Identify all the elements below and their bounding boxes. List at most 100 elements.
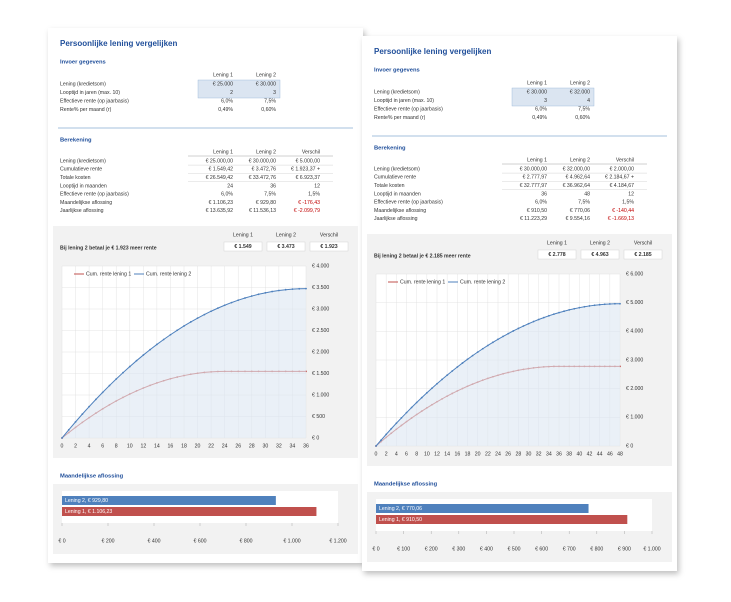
point xyxy=(578,306,581,309)
column-header: Lening 2 xyxy=(570,157,590,163)
x-tick-label: 2 xyxy=(385,451,388,457)
x-tick-label: 46 xyxy=(607,451,613,457)
cell: € 3.472,76 xyxy=(251,167,276,173)
point xyxy=(507,332,510,335)
point xyxy=(385,433,388,436)
point xyxy=(415,401,418,404)
summary-value: € 4.963 xyxy=(591,252,608,258)
point xyxy=(74,420,77,423)
cell: € 4.962,64 xyxy=(565,175,590,181)
point xyxy=(298,287,301,290)
cell: € 910,50 xyxy=(527,208,547,214)
page-title: Persoonlijke lening vergelijken xyxy=(60,39,177,48)
bar xyxy=(376,504,589,513)
row-label: Totale kosten xyxy=(60,175,91,181)
point xyxy=(537,318,540,321)
cell: 12 xyxy=(628,191,634,197)
cell: € 32.777,97 xyxy=(520,183,548,189)
x-tick-label: € 500 xyxy=(508,546,521,552)
x-tick-label: 18 xyxy=(181,443,187,449)
legend-label: Cum. rente lening 2 xyxy=(146,271,191,277)
row-label: Looptijd in jaren (max. 10) xyxy=(374,98,434,104)
cell: € 26.549,42 xyxy=(206,175,234,181)
x-tick-label: 0 xyxy=(375,451,378,457)
point xyxy=(512,330,515,332)
row-label: Effectieve rente (op jaarbasis) xyxy=(374,106,443,112)
row-label: Effectieve rente (op jaarbasis) xyxy=(374,200,443,206)
cell: 1,5% xyxy=(622,200,634,206)
x-tick-label: 10 xyxy=(127,443,133,449)
point xyxy=(502,335,504,338)
point xyxy=(223,304,226,307)
point xyxy=(614,302,616,305)
x-tick-label: 8 xyxy=(415,451,418,457)
x-tick-label: 4 xyxy=(88,443,91,449)
point xyxy=(196,317,199,320)
point xyxy=(492,341,494,344)
cell: € 32.000 xyxy=(570,89,590,95)
point xyxy=(568,308,571,311)
cell: € -1.669,13 xyxy=(608,216,634,222)
x-tick-label: 24 xyxy=(495,451,501,457)
point xyxy=(135,359,138,362)
x-tick-label: € 600 xyxy=(535,546,548,552)
point xyxy=(471,354,474,357)
row-label: Maandelijkse aflossing xyxy=(374,208,426,214)
point xyxy=(451,370,454,372)
summary-header: Lening 2 xyxy=(276,232,296,238)
cell: € 25.000 xyxy=(213,81,233,87)
summary-box xyxy=(537,249,577,260)
legend-label: Cum. rente lening 2 xyxy=(460,279,505,285)
cell: € -140,44 xyxy=(612,208,634,214)
section-title: Invoer gegevens xyxy=(374,68,420,74)
cell: 0,49% xyxy=(218,107,233,113)
cell: 4 xyxy=(587,98,590,104)
cell: € 9.554,16 xyxy=(565,216,590,222)
cell: € 32.000,00 xyxy=(563,166,591,172)
point xyxy=(183,325,185,327)
cell: 0,60% xyxy=(575,115,590,121)
x-tick-label: € 200 xyxy=(102,538,115,544)
row-label: Cumulatieve rente xyxy=(60,167,102,173)
section-title: Berekening xyxy=(60,138,92,144)
point xyxy=(517,327,520,330)
y-tick-label: € 5.000 xyxy=(626,300,643,306)
row-label: Lening (kredietsom) xyxy=(60,158,106,164)
y-tick-label: € 1.500 xyxy=(312,371,329,377)
cell: € -2.099,79 xyxy=(294,208,320,214)
summary-box xyxy=(580,249,620,260)
point xyxy=(128,365,131,368)
x-tick-label: € 1.200 xyxy=(329,538,346,544)
x-tick-label: 12 xyxy=(140,443,146,449)
summary-text: Bij lening 2 betaal je € 2.185 meer rent… xyxy=(374,253,471,259)
x-tick-label: 12 xyxy=(434,451,440,457)
y-tick-label: € 1.000 xyxy=(312,392,329,398)
summary-header: Lening 1 xyxy=(547,240,567,246)
point xyxy=(553,313,555,316)
chart-title: Maandelijkse aflossing xyxy=(60,474,124,480)
point xyxy=(420,396,423,399)
x-tick-label: 10 xyxy=(424,451,430,457)
point xyxy=(588,305,591,307)
cell: € 2.000,00 xyxy=(609,166,634,172)
input-highlight xyxy=(197,79,281,99)
column-header: Lening 1 xyxy=(527,80,547,86)
cell: € 2.184,67 + xyxy=(605,175,634,181)
x-tick-label: € 0 xyxy=(58,538,65,544)
input-highlight xyxy=(511,87,595,107)
x-tick-label: 34 xyxy=(290,443,296,449)
x-tick-label: 32 xyxy=(536,451,542,457)
summary-box xyxy=(223,241,263,252)
cell: € 1.106,23 xyxy=(208,200,233,206)
cell: 12 xyxy=(314,183,320,189)
bar-label: Lening 1, € 1.106,23 xyxy=(65,509,112,515)
x-tick-label: € 600 xyxy=(194,538,207,544)
summary-header: Verschil xyxy=(320,232,338,238)
x-tick-label: 26 xyxy=(235,443,241,449)
point xyxy=(542,316,545,319)
x-tick-label: 8 xyxy=(115,443,118,449)
point xyxy=(619,302,621,305)
point xyxy=(291,288,294,291)
x-tick-label: 44 xyxy=(597,451,603,457)
x-tick-label: 48 xyxy=(617,451,623,457)
